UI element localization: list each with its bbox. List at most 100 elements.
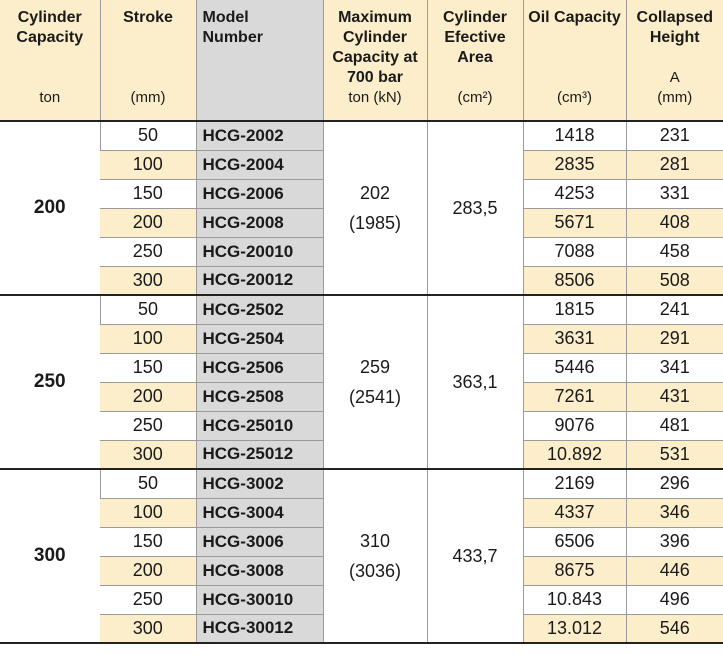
model-number-cell: HCG-2006	[195, 178, 323, 208]
table-row: 300 HCG-25012 10.892 531	[0, 439, 723, 469]
table-row: 150 HCG-3006 6506 396	[0, 526, 723, 556]
max-capacity-cell: 202 (1985)	[322, 120, 427, 295]
collapsed-height-cell: 546	[625, 613, 723, 643]
oil-capacity-cell: 7261	[522, 381, 626, 411]
model-number-cell: HCG-2004	[195, 149, 323, 179]
effective-area-cell: 363,1	[426, 294, 523, 469]
model-number-cell: HCG-30010	[195, 584, 323, 614]
table-row: 300 50 HCG-3002 310 (3036) 433,7 2169 296	[0, 468, 723, 643]
collapsed-height-cell: 231	[625, 120, 723, 150]
table-row: 250 HCG-25010 9076 481	[0, 410, 723, 440]
header-unit: (cm²)	[457, 89, 493, 106]
table-row: 250 50 HCG-2502 259 (2541) 363,1 1815 241	[0, 294, 723, 469]
collapsed-height-cell: 296	[625, 468, 723, 498]
stroke-cell: 50	[99, 468, 196, 498]
header-cylinder-capacity: Cylinder Capacity ton	[0, 0, 100, 122]
stroke-cell: 150	[100, 178, 196, 208]
header-title: Cylinder Efective Area	[442, 9, 507, 66]
header-oil-capacity: Oil Capacity (cm³)	[522, 0, 626, 122]
header-collapsed-height: Collapsed Height A (mm)	[625, 0, 723, 122]
header-max-capacity: Maximum Cylinder Capacity at 700 bar ton …	[322, 0, 427, 122]
oil-capacity-cell: 13.012	[522, 613, 626, 643]
stroke-cell: 150	[100, 352, 196, 382]
header-unit: (mm)	[130, 89, 166, 106]
model-number-cell: HCG-3002	[195, 468, 323, 498]
table-row: 200 HCG-2008 5671 408	[0, 207, 723, 237]
collapsed-height-cell: 431	[625, 381, 723, 411]
header-title: Oil Capacity	[528, 9, 621, 26]
oil-capacity-cell: 1815	[522, 294, 626, 324]
oil-capacity-cell: 4253	[522, 178, 626, 208]
header-title: Model Number	[202, 9, 263, 46]
table-row: 250 HCG-20010 7088 458	[0, 236, 723, 266]
oil-capacity-cell: 10.843	[522, 584, 626, 614]
model-number-cell: HCG-2008	[195, 207, 323, 237]
model-number-cell: HCG-25012	[195, 439, 323, 469]
table-row: 200 HCG-2508 7261 431	[0, 381, 723, 411]
collapsed-height-cell: 396	[625, 526, 723, 556]
spec-table: Cylinder Capacity ton Stroke (mm) Model Numb…	[0, 0, 723, 644]
model-number-cell: HCG-20012	[195, 265, 323, 295]
model-number-cell: HCG-2506	[195, 352, 323, 382]
oil-capacity-cell: 8506	[522, 265, 626, 295]
oil-capacity-cell: 5446	[522, 352, 626, 382]
model-number-cell: HCG-3008	[195, 555, 323, 585]
cylinder-capacity-cell: 250	[0, 294, 100, 469]
oil-capacity-cell: 2169	[522, 468, 626, 498]
table-body: 200 50 HCG-2002 202 (1985) 283,5 1418 231 100 HCG…	[0, 120, 723, 643]
header-unit: (cm³)	[557, 89, 592, 106]
header-unit: ton (kN)	[348, 89, 402, 106]
max-capacity-ton: 259	[359, 357, 391, 377]
collapsed-height-cell: 408	[625, 207, 723, 237]
header-row: Cylinder Capacity ton Stroke (mm) Model Numb…	[0, 0, 723, 122]
oil-capacity-cell: 6506	[522, 526, 626, 556]
header-unit: A (mm)	[657, 69, 693, 106]
table-row: 200 HCG-3008 8675 446	[0, 555, 723, 585]
table-row: 250 HCG-30010 10.843 496	[0, 584, 723, 614]
oil-capacity-cell: 3631	[522, 323, 626, 353]
oil-capacity-cell: 4337	[522, 497, 626, 527]
max-capacity-kn: (3036)	[348, 561, 402, 581]
collapsed-height-cell: 508	[625, 265, 723, 295]
collapsed-height-cell: 458	[625, 236, 723, 266]
stroke-cell: 100	[100, 497, 196, 527]
stroke-cell: 300	[100, 265, 196, 295]
table-row: 100 HCG-2004 2835 281	[0, 149, 723, 179]
model-number-cell: HCG-2504	[195, 323, 323, 353]
table-row: 300 HCG-30012 13.012 546	[0, 613, 723, 643]
table-row: 150 HCG-2506 5446 341	[0, 352, 723, 382]
oil-capacity-cell: 8675	[522, 555, 626, 585]
model-number-cell: HCG-2002	[195, 120, 323, 150]
stroke-cell: 250	[100, 410, 196, 440]
collapsed-height-cell: 291	[625, 323, 723, 353]
header-unit: ton	[39, 89, 61, 106]
table-row: 200 50 HCG-2002 202 (1985) 283,5 1418 231	[0, 120, 723, 295]
max-capacity-ton: 310	[359, 531, 391, 551]
stroke-cell: 300	[100, 439, 196, 469]
max-capacity-cell: 259 (2541)	[322, 294, 427, 469]
effective-area-cell: 433,7	[426, 468, 523, 643]
collapsed-height-cell: 331	[625, 178, 723, 208]
header-title: Maximum Cylinder Capacity at 700 bar	[332, 9, 418, 86]
header-title: Collapsed Height	[636, 9, 713, 46]
effective-area-cell: 283,5	[426, 120, 523, 295]
header-title: Cylinder Capacity	[16, 9, 84, 46]
max-capacity-kn: (1985)	[348, 213, 402, 233]
header-effective-area: Cylinder Efective Area (cm²)	[426, 0, 523, 122]
collapsed-height-cell: 241	[625, 294, 723, 324]
collapsed-height-cell: 281	[625, 149, 723, 179]
oil-capacity-cell: 7088	[522, 236, 626, 266]
table-row: 100 HCG-3004 4337 346	[0, 497, 723, 527]
model-number-cell: HCG-3006	[195, 526, 323, 556]
collapsed-height-cell: 346	[625, 497, 723, 527]
model-number-cell: HCG-2508	[195, 381, 323, 411]
collapsed-height-cell: 496	[625, 584, 723, 614]
cylinder-capacity-cell: 300	[0, 468, 100, 643]
stroke-cell: 50	[99, 120, 196, 150]
stroke-cell: 200	[100, 381, 196, 411]
table-header: Cylinder Capacity ton Stroke (mm) Model Numb…	[0, 0, 723, 122]
header-model-number: Model Number	[195, 0, 323, 122]
stroke-cell: 50	[99, 294, 196, 324]
stroke-cell: 200	[100, 555, 196, 585]
max-capacity-ton: 202	[359, 183, 391, 203]
